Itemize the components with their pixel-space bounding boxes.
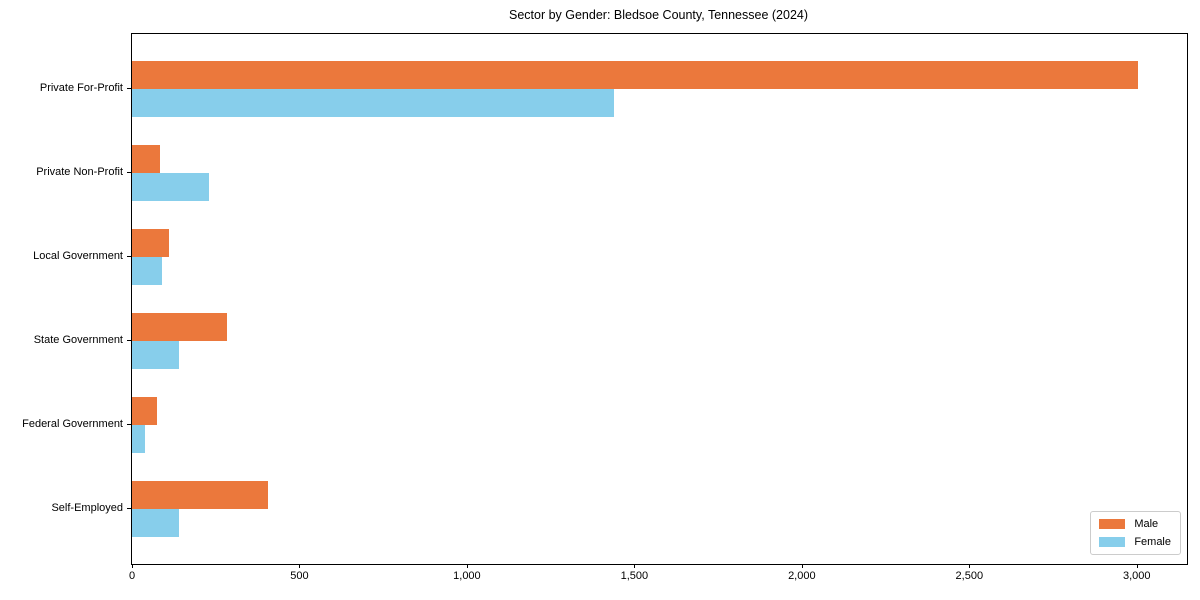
bar-female-local-government <box>132 257 163 285</box>
y-tick-federal-government <box>127 424 131 425</box>
y-label-self-employed: Self-Employed <box>51 502 123 514</box>
legend-swatch-male <box>1099 519 1126 529</box>
y-tick-state-government <box>127 340 131 341</box>
y-label-private-for-profit: Private For-Profit <box>39 82 123 94</box>
bar-female-private-non-profit <box>132 173 210 201</box>
y-label-private-non-profit: Private Non-Profit <box>36 166 123 178</box>
legend-label-female: Female <box>1134 536 1171 548</box>
bar-female-federal-government <box>132 425 146 453</box>
bar-male-self-employed <box>132 481 268 509</box>
bar-female-self-employed <box>132 509 179 537</box>
bar-male-private-for-profit <box>132 61 1139 89</box>
x-tick-label-3000: 3,000 <box>1122 570 1151 582</box>
x-tick-label-1500: 1,500 <box>620 570 649 582</box>
bar-male-state-government <box>132 313 228 341</box>
x-tick-1000 <box>466 564 468 568</box>
bar-female-private-for-profit <box>132 89 615 117</box>
bar-male-local-government <box>132 229 169 257</box>
x-tick-label-0: 0 <box>128 570 136 582</box>
y-label-state-government: State Government <box>33 334 123 346</box>
bar-male-federal-government <box>132 397 158 425</box>
y-label-federal-government: Federal Government <box>22 418 123 430</box>
plot-area: Male Female <box>131 33 1188 565</box>
legend: Male Female <box>1090 511 1181 555</box>
x-tick-label-2500: 2,500 <box>955 570 984 582</box>
x-tick-3000 <box>1136 564 1138 568</box>
legend-entry-male: Male <box>1099 518 1171 530</box>
y-label-local-government: Local Government <box>33 250 123 262</box>
x-tick-2500 <box>969 564 971 568</box>
x-tick-500 <box>299 564 301 568</box>
x-tick-label-2000: 2,000 <box>788 570 816 582</box>
legend-entry-female: Female <box>1099 536 1171 548</box>
y-tick-private-non-profit <box>127 172 131 173</box>
x-tick-label-1000: 1,000 <box>453 570 481 582</box>
bar-male-private-non-profit <box>132 145 161 173</box>
legend-label-male: Male <box>1134 518 1159 530</box>
x-tick-label-500: 500 <box>290 570 309 582</box>
legend-swatch-female <box>1099 537 1126 547</box>
x-tick-2000 <box>801 564 803 568</box>
bar-female-state-government <box>132 341 179 369</box>
y-tick-private-for-profit <box>127 88 131 89</box>
x-tick-0 <box>132 564 133 568</box>
x-tick-1500 <box>634 564 636 568</box>
y-tick-local-government <box>127 256 131 257</box>
chart-title: Sector by Gender: Bledsoe County, Tennes… <box>508 8 809 22</box>
y-tick-self-employed <box>127 508 131 509</box>
